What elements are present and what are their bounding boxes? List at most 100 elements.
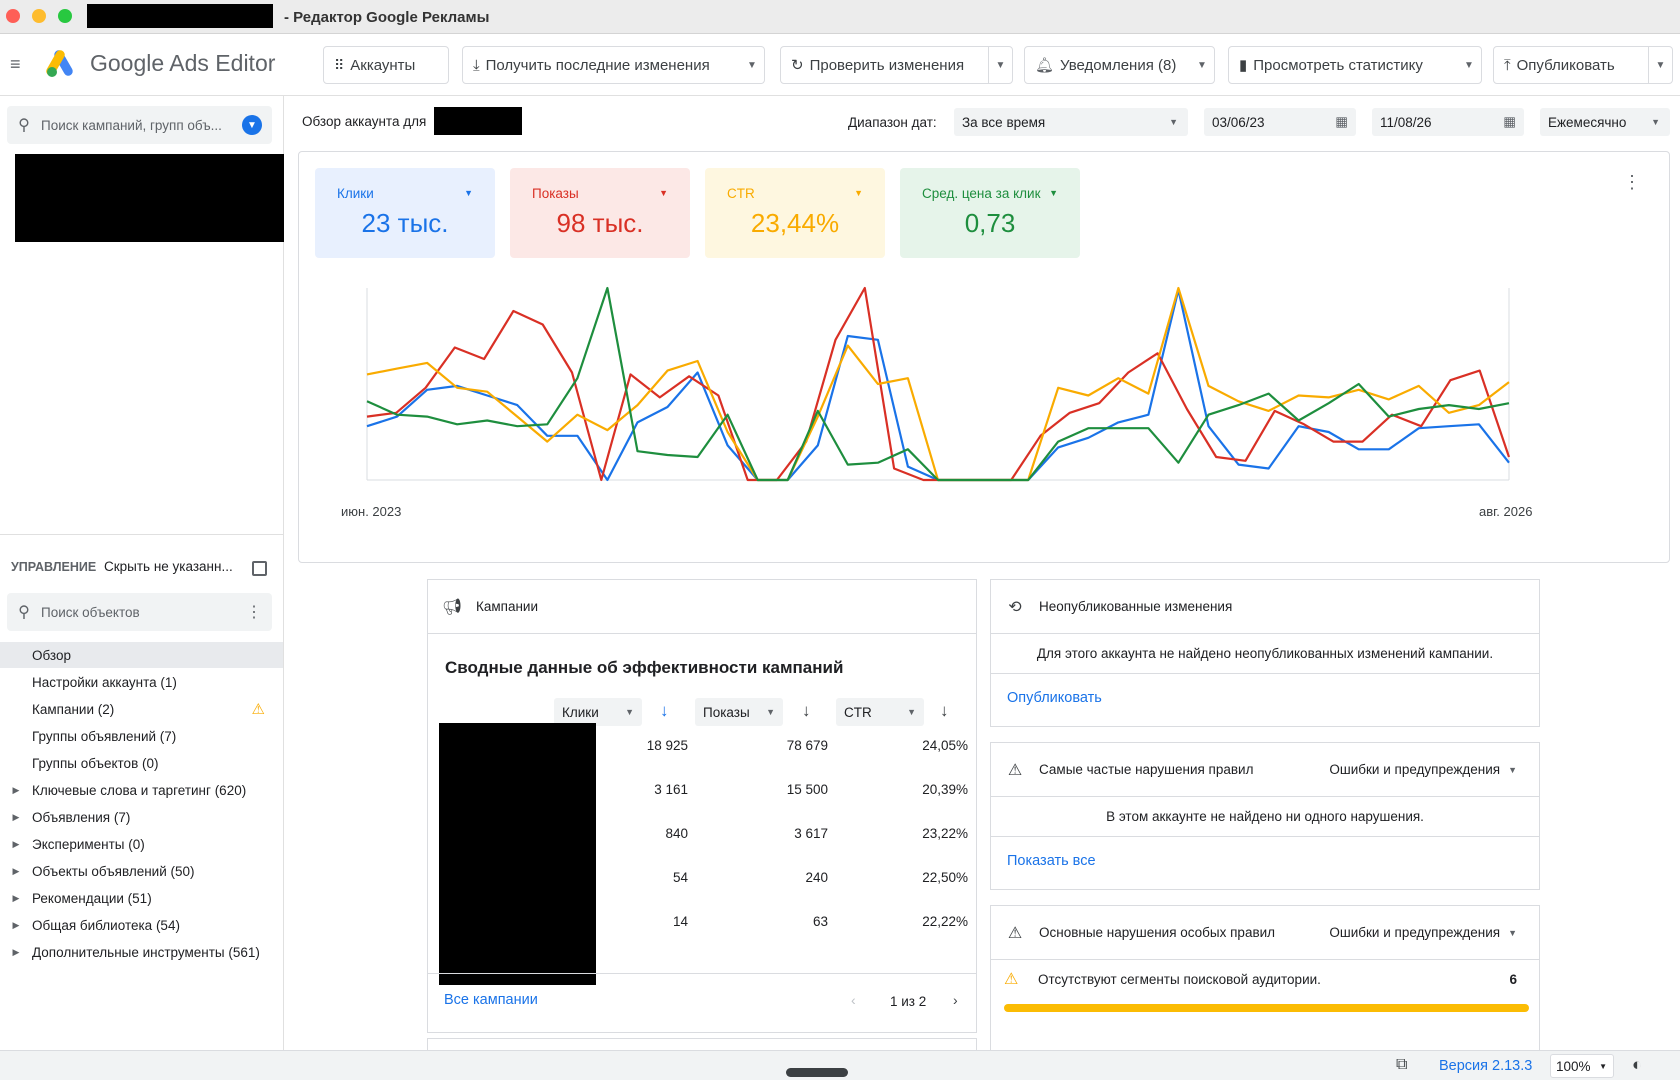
sort-arrow-down-icon[interactable]: ↓: [660, 701, 669, 720]
chevron-down-icon[interactable]: ▼: [464, 188, 473, 198]
x-axis-end-label: авг. 2026: [1479, 504, 1533, 519]
get-changes-button[interactable]: ⤓ Получить последние изменения ▼: [462, 46, 765, 84]
sidebar-item-label: Эксперименты (0): [32, 836, 145, 852]
metric-card[interactable]: Показы ▼ 98 тыс.: [510, 168, 690, 258]
next-page-icon[interactable]: ›: [953, 992, 958, 1008]
special-issue-count: 6: [1509, 972, 1517, 987]
special-filter-select[interactable]: Ошибки и предупреждения: [1329, 925, 1501, 940]
expand-arrow-icon[interactable]: ▶: [12, 946, 20, 957]
more-vert-icon[interactable]: ⋮: [246, 604, 262, 621]
unpublished-panel-header: ⟲ Неопубликованные изменения: [991, 580, 1539, 634]
campaign-megaphone-icon: 📢︎: [441, 598, 463, 616]
campaign-search-input[interactable]: ⚲ Поиск кампаний, групп объ... ▼: [7, 106, 272, 144]
sidebar-item[interactable]: Кампании (2) ⚠: [0, 696, 283, 722]
maximize-window-button[interactable]: [58, 9, 72, 23]
sidebar-item[interactable]: ▶ Дополнительные инструменты (561): [0, 939, 283, 965]
chevron-down-icon[interactable]: ▼: [747, 59, 757, 71]
chart-series-line-1: [366, 286, 1511, 482]
sidebar-item[interactable]: ▶ Объявления (7): [0, 804, 283, 830]
sidebar-item[interactable]: ▶ Объекты объявлений (50): [0, 858, 283, 884]
apps-grid-icon: ⠿: [334, 56, 345, 73]
chevron-down-icon[interactable]: ▼: [1464, 59, 1474, 71]
overview-title: Обзор аккаунта для: [302, 114, 427, 129]
expand-arrow-icon[interactable]: ▶: [12, 919, 20, 930]
minimize-window-button[interactable]: [32, 9, 46, 23]
chevron-down-icon[interactable]: ▼: [988, 47, 1012, 83]
granularity-select[interactable]: Ежемесячно ▼: [1540, 108, 1670, 136]
zoom-select[interactable]: 100% ▼: [1550, 1054, 1614, 1078]
bar-chart-icon: ▮: [1239, 57, 1248, 74]
download-icon: ⤓: [473, 56, 480, 74]
filter-icon[interactable]: ▼: [242, 115, 262, 135]
close-window-button[interactable]: [6, 9, 20, 23]
chevron-down-icon[interactable]: ▼: [1197, 59, 1207, 71]
resize-handle[interactable]: [786, 1068, 848, 1077]
violations-filter-select[interactable]: Ошибки и предупреждения: [1329, 762, 1501, 777]
column-select-ctr[interactable]: CTR ▼: [836, 698, 924, 726]
chevron-down-icon[interactable]: ▼: [1648, 47, 1672, 83]
view-stats-button[interactable]: ▮ Просмотреть статистику ▼: [1228, 46, 1482, 84]
notifications-button[interactable]: 🔔︎ Уведомления (8) ▼: [1024, 46, 1215, 84]
sort-arrow-down-icon[interactable]: ↓: [802, 701, 811, 720]
metric-label: Показы: [532, 186, 579, 201]
theme-toggle-icon[interactable]: ◐: [1632, 1055, 1643, 1074]
end-date-field[interactable]: 11/08/26 ▦: [1372, 108, 1524, 136]
chevron-down-icon[interactable]: ▼: [1049, 188, 1058, 198]
menu-collapse-icon[interactable]: ≡: [10, 54, 21, 74]
date-range-select[interactable]: За все время ▼: [954, 108, 1188, 136]
sidebar-item-label: Рекомендации (51): [32, 890, 152, 906]
metric-card[interactable]: Сред. цена за клик ▼ 0,73: [900, 168, 1080, 258]
sidebar-item[interactable]: Обзор: [0, 642, 283, 668]
expand-arrow-icon[interactable]: ▶: [12, 784, 20, 795]
sidebar-item-label: Группы объявлений (7): [32, 728, 177, 744]
objects-search-input[interactable]: ⚲ Поиск объектов ⋮: [7, 593, 272, 631]
show-all-link[interactable]: Показать все: [1007, 853, 1096, 869]
hide-unspecified-checkbox[interactable]: [252, 561, 267, 576]
sidebar-item[interactable]: Группы объявлений (7): [0, 723, 283, 749]
calendar-icon[interactable]: ▦: [1335, 114, 1348, 129]
campaign-cell-impressions: 63: [812, 914, 828, 929]
special-violations-panel: ⚠︎ Основные нарушения особых правил Ошиб…: [990, 905, 1540, 1050]
chevron-down-icon[interactable]: ▼: [1508, 927, 1517, 938]
chevron-down-icon[interactable]: ▼: [854, 188, 863, 198]
all-campaigns-link[interactable]: Все кампании: [444, 992, 538, 1008]
campaign-cell-impressions: 240: [805, 870, 828, 885]
sidebar-item[interactable]: Настройки аккаунта (1): [0, 669, 283, 695]
sidebar-item[interactable]: ▶ Ключевые слова и таргетинг (620): [0, 777, 283, 803]
campaign-cell-ctr: 22,22%: [922, 914, 968, 929]
check-changes-button[interactable]: ↻ Проверить изменения ▼: [780, 46, 1013, 84]
expand-arrow-icon[interactable]: ▶: [12, 892, 20, 903]
sidebar-item[interactable]: ▶ Общая библиотека (54): [0, 912, 283, 938]
column-select-clicks[interactable]: Клики ▼: [554, 698, 642, 726]
special-issue-text[interactable]: Отсутствуют сегменты поисковой аудитории…: [1038, 972, 1321, 987]
chevron-down-icon[interactable]: ▼: [1508, 764, 1517, 775]
sidebar-item[interactable]: ▶ Эксперименты (0): [0, 831, 283, 857]
expand-arrow-icon[interactable]: ▶: [12, 838, 20, 849]
window-titlebar: - Редактор Google Рекламы: [0, 0, 1680, 34]
sort-arrow-down-icon[interactable]: ↓: [940, 701, 949, 720]
calendar-icon[interactable]: ▦: [1503, 114, 1516, 129]
expand-arrow-icon[interactable]: ▶: [12, 865, 20, 876]
start-date-field[interactable]: 03/06/23 ▦: [1204, 108, 1356, 136]
column-select-impressions[interactable]: Показы ▼: [695, 698, 783, 726]
chevron-down-icon[interactable]: ▼: [659, 188, 668, 198]
campaign-cell-clicks: 18 925: [646, 738, 688, 753]
expand-arrow-icon[interactable]: ▶: [12, 811, 20, 822]
metric-card[interactable]: CTR ▼ 23,44%: [705, 168, 885, 258]
metric-card[interactable]: Клики ▼ 23 тыс.: [315, 168, 495, 258]
sidebar-item[interactable]: Группы объектов (0): [0, 750, 283, 776]
unpublished-message: Для этого аккаунта не найдено неопублико…: [991, 634, 1539, 674]
prev-page-icon[interactable]: ‹: [851, 992, 856, 1008]
more-vert-icon[interactable]: ⋮: [1623, 172, 1641, 192]
version-link[interactable]: Версия 2.13.3: [1439, 1058, 1533, 1074]
warning-triangle-icon: ⚠: [251, 701, 265, 718]
sidebar-item[interactable]: ▶ Рекомендации (51): [0, 885, 283, 911]
panel-toggle-icon[interactable]: ⧉: [1396, 1056, 1408, 1073]
publish-button[interactable]: ⤒ Опубликовать ▼: [1493, 46, 1673, 84]
campaign-cell-clicks: 14: [672, 914, 688, 929]
campaign-cell-clicks: 54: [672, 870, 688, 885]
publish-link[interactable]: Опубликовать: [1007, 690, 1102, 706]
accounts-button[interactable]: ⠿ Аккаунты: [323, 46, 449, 84]
campaign-cell-ctr: 20,39%: [922, 782, 968, 797]
sidebar-item-label: Обзор: [32, 647, 71, 663]
